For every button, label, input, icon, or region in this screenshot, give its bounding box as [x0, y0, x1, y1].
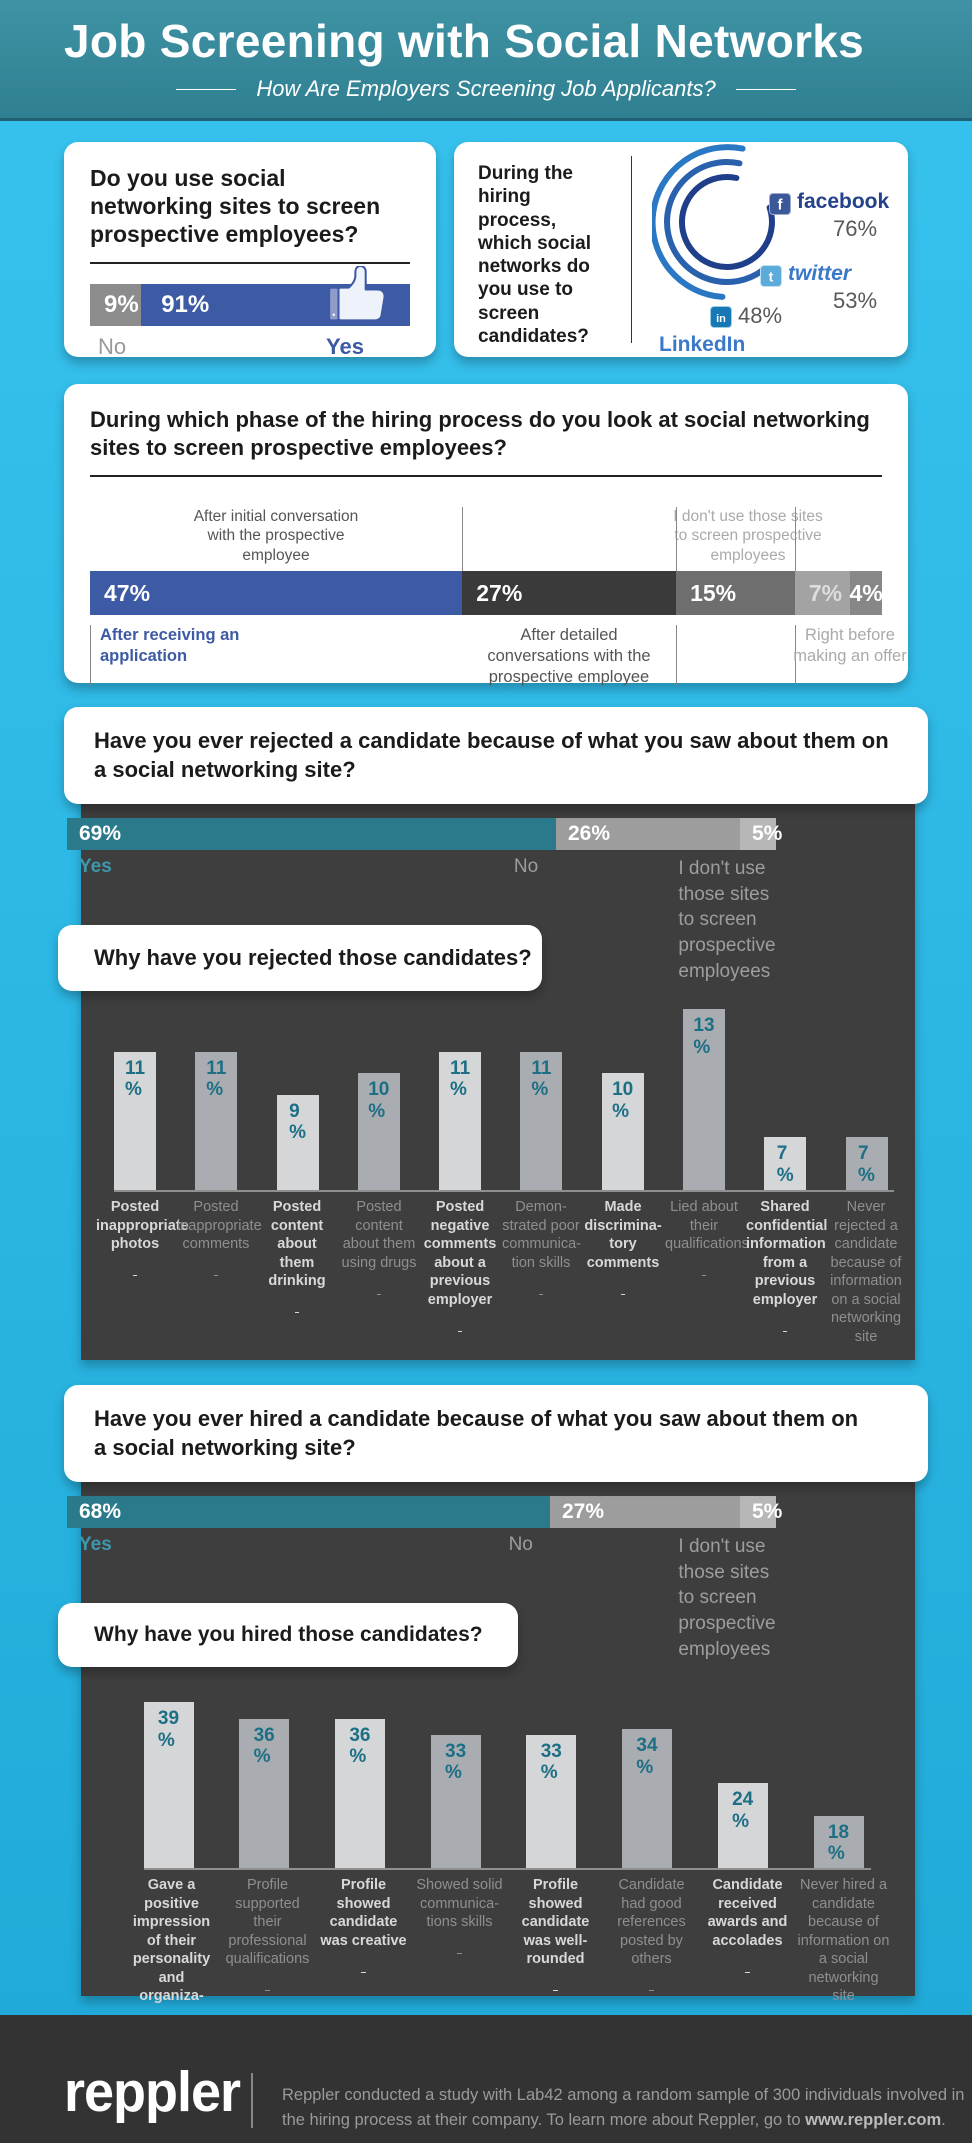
svg-text:in: in — [716, 313, 726, 325]
svg-text:t: t — [769, 268, 774, 284]
